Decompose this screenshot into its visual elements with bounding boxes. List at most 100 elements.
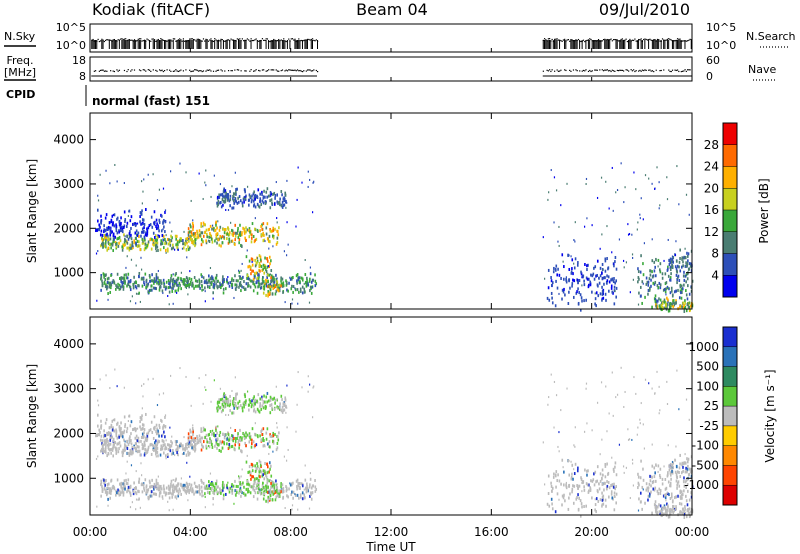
velocity-cell — [161, 419, 163, 423]
velocity-cell — [650, 484, 652, 488]
power-cell — [589, 283, 592, 287]
power-cell — [596, 259, 599, 263]
power-cell — [141, 223, 143, 226]
velocity-cell — [235, 493, 237, 497]
search-noise-dot — [651, 39, 654, 42]
freq-dot — [105, 70, 107, 72]
noise-sample — [187, 40, 189, 49]
power-cell — [198, 229, 201, 233]
power-cell — [182, 246, 185, 250]
power-cell — [633, 171, 635, 174]
search-noise-dot — [141, 40, 143, 42]
velocity-cell — [253, 399, 256, 403]
velocity-cell — [194, 490, 197, 494]
power-cell — [103, 275, 105, 279]
power-cell — [108, 237, 110, 241]
freq-dot — [227, 70, 230, 72]
power-cell — [689, 264, 692, 268]
search-noise-dot — [638, 38, 640, 41]
velocity-cell — [164, 493, 167, 497]
power-cell — [271, 276, 273, 280]
velocity-cell — [234, 402, 237, 406]
power-cell — [596, 196, 599, 199]
velocity-cell — [122, 451, 124, 455]
freq-dot — [268, 69, 270, 71]
velocity-cell — [193, 492, 195, 496]
search-noise-dot — [690, 39, 692, 41]
power-cell — [218, 285, 220, 289]
noise-sample — [638, 40, 640, 49]
power-cell — [303, 282, 305, 285]
search-noise-dot — [243, 40, 245, 42]
power-cell — [263, 286, 266, 290]
velocity-cell — [218, 490, 220, 494]
velocity-cell — [272, 489, 275, 493]
velocity-cell — [112, 454, 114, 458]
power-cell — [165, 234, 167, 237]
power-cell — [661, 302, 664, 306]
velocity-cell — [111, 448, 114, 452]
search-noise-dot — [197, 38, 200, 40]
velocity-cell — [250, 477, 252, 481]
velocity-cell — [262, 473, 265, 477]
velocity-cell — [188, 488, 190, 492]
velocity-cell — [280, 482, 282, 486]
velocity-cell — [189, 488, 191, 492]
power-cell — [296, 198, 298, 201]
velocity-cell — [550, 484, 553, 488]
velocity-cell — [200, 485, 203, 489]
velocity-cell — [265, 431, 268, 435]
search-noise-dot — [606, 38, 608, 41]
power-cell — [128, 209, 131, 213]
power-cell — [550, 169, 552, 172]
velocity-cell — [561, 494, 564, 498]
search-noise-dot — [244, 39, 246, 42]
power-cell — [276, 194, 278, 197]
power-cell — [669, 268, 672, 272]
velocity-cell — [128, 440, 131, 444]
power-cell — [115, 224, 118, 228]
power-cell — [126, 276, 129, 280]
power-cell — [130, 226, 132, 230]
velocity-cell — [270, 481, 272, 485]
velocity-cell — [135, 486, 138, 490]
velocity-cell — [199, 492, 201, 496]
velocity-cell — [246, 390, 249, 393]
power-cell — [269, 273, 271, 276]
velocity-cell — [99, 438, 102, 442]
power-cell — [241, 285, 243, 289]
power-cell — [240, 269, 242, 272]
velocity-cell — [210, 488, 213, 492]
power-cell — [103, 244, 106, 248]
velocity-cell — [165, 446, 168, 450]
velocity-cell — [245, 403, 247, 406]
power-cell — [269, 262, 271, 266]
power-cell — [221, 198, 224, 202]
freq-dot — [688, 69, 690, 71]
search-noise-dot — [211, 40, 213, 42]
velocity-cell — [213, 485, 216, 489]
power-cell — [154, 280, 156, 284]
power-cell — [183, 278, 186, 282]
power-cell — [219, 201, 221, 205]
power-cell — [134, 231, 137, 235]
noise-sample — [180, 40, 182, 49]
power-cell — [563, 277, 565, 281]
velocity-cell — [304, 478, 307, 482]
power-cell — [101, 241, 104, 245]
velocity-cell — [658, 510, 661, 514]
velocity-cell — [686, 508, 689, 512]
velocity-cell — [689, 470, 692, 474]
search-noise-dot — [589, 38, 591, 40]
freq-dot — [155, 69, 157, 72]
power-cell — [122, 243, 124, 247]
velocity-cell — [272, 434, 275, 438]
noise-sample — [125, 40, 127, 49]
search-noise-dot — [545, 39, 547, 41]
velocity-cell — [633, 376, 635, 379]
velocity-cell — [258, 480, 260, 484]
velocity-cell — [273, 396, 276, 400]
velocity-cell — [671, 508, 673, 512]
velocity-cell — [674, 470, 677, 474]
power-cell — [191, 221, 194, 225]
